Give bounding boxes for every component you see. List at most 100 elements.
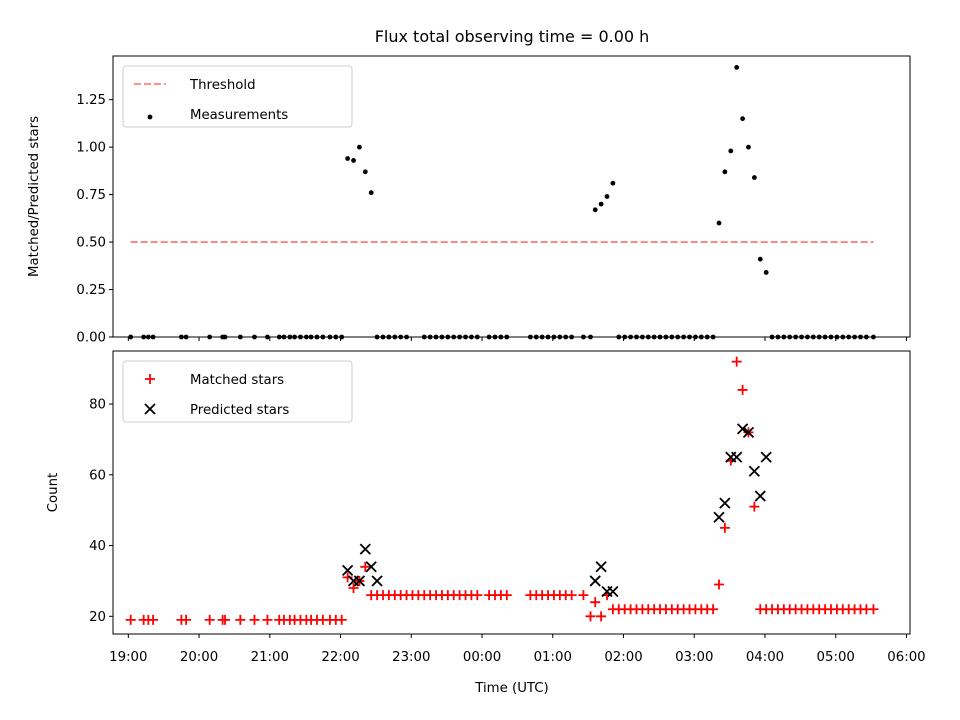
- measurement-point: [380, 334, 386, 340]
- measurement-point: [746, 144, 751, 150]
- measurement-point: [775, 334, 781, 340]
- legend-predicted-swatch: [144, 403, 156, 415]
- measurement-point: [303, 334, 309, 340]
- measurement-point: [252, 334, 257, 340]
- measurement-point: [840, 334, 846, 340]
- measurement-point: [351, 158, 356, 163]
- measurement-point: [357, 144, 362, 150]
- measurement-point: [816, 334, 822, 340]
- measurement-point: [457, 334, 463, 340]
- predicted-star-marker: [731, 451, 743, 463]
- measurement-point: [207, 334, 213, 340]
- measurement-point: [445, 334, 451, 340]
- measurement-point: [178, 334, 184, 340]
- measurement-point: [486, 334, 492, 340]
- predicted-star-marker: [742, 426, 755, 438]
- matched-star-marker: [148, 614, 159, 625]
- figure-title: Flux total observing time = 0.00 h: [375, 27, 650, 46]
- predicted-star-marker: [365, 561, 377, 573]
- matched-star-marker: [125, 614, 136, 625]
- measurement-point: [333, 334, 339, 340]
- axes-frame: [112, 55, 911, 338]
- measurement-point: [846, 334, 852, 340]
- measurement-point: [628, 334, 633, 340]
- legend-matched-swatch: [145, 374, 155, 384]
- measurement-point: [681, 334, 687, 340]
- x-tick-label: 00:00: [463, 650, 501, 665]
- bottom-panel: 20 40 60 80 19:00 20:00 21:00 22:00 23:00 00:00 01…: [46, 350, 926, 665]
- x-axis-label: Time (UTC): [474, 681, 549, 696]
- matched-star-marker: [204, 614, 215, 625]
- predicted-star-marker: [589, 575, 601, 587]
- measurement-point: [374, 334, 380, 340]
- measurement-point: [610, 180, 616, 186]
- measurement-point: [265, 334, 270, 340]
- measurement-point: [463, 334, 468, 340]
- measurement-point: [604, 194, 610, 199]
- legend-box: [122, 360, 353, 423]
- measurement-point: [704, 334, 710, 340]
- measurement-point: [492, 334, 498, 340]
- matched-star-marker: [749, 501, 760, 512]
- measurement-point: [651, 334, 657, 340]
- measurement-point: [276, 334, 282, 340]
- legend-label: Threshold: [189, 78, 256, 93]
- measurement-point: [298, 334, 303, 340]
- measurement-point: [292, 334, 297, 340]
- y-tick-label: 60: [89, 468, 106, 483]
- y-tick-label: 40: [89, 539, 106, 554]
- matched-star-marker: [360, 561, 371, 572]
- measurement-point: [834, 334, 840, 340]
- measurement-point: [498, 334, 504, 340]
- y-tick-label: 1.00: [76, 141, 106, 156]
- predicted-star-marker: [359, 543, 371, 555]
- predicted-star-marker: [754, 490, 766, 502]
- measurement-point: [327, 334, 333, 340]
- measurement-point: [581, 334, 586, 340]
- measurement-point: [639, 334, 645, 340]
- measurement-point: [687, 334, 692, 340]
- matched-star-marker: [590, 597, 601, 608]
- matched-star-marker: [719, 522, 730, 533]
- matched-star-marker: [714, 579, 725, 590]
- axes-frame: [112, 350, 911, 635]
- measurement-point: [404, 334, 409, 340]
- matched-star-marker: [220, 614, 231, 625]
- predicted-star-marker: [719, 497, 731, 509]
- measurement-point: [320, 334, 326, 340]
- y-tick-label: 20: [89, 610, 106, 625]
- top-panel: 0.00 0.25 0.50 0.75 1.00 1.25 Matched/Predicte…: [27, 55, 911, 346]
- measurement-point: [740, 116, 745, 122]
- measurement-point: [852, 334, 857, 340]
- measurement-point: [427, 334, 433, 340]
- matched-star-marker: [181, 614, 192, 625]
- measurement-point: [563, 334, 569, 340]
- measurement-point: [386, 334, 392, 340]
- matched-star-marker: [585, 611, 596, 622]
- measurement-point: [728, 148, 734, 154]
- predicted-star-marker: [341, 564, 354, 576]
- measurement-point: [308, 334, 314, 340]
- matched-star-marker: [596, 611, 607, 622]
- measurement-point: [810, 334, 816, 340]
- measurement-point: [474, 334, 480, 340]
- y-tick-label: 0.50: [76, 236, 106, 251]
- measurement-point: [557, 334, 563, 340]
- x-tick-label: 04:00: [746, 650, 784, 665]
- predicted-star-marker: [760, 451, 772, 463]
- measurement-point: [828, 334, 834, 340]
- measurement-point: [569, 334, 575, 340]
- measurement-point: [598, 201, 604, 207]
- measurement-point: [863, 334, 869, 340]
- matched-star-marker: [336, 614, 347, 625]
- x-tick-label: 19:00: [109, 650, 147, 665]
- measurement-point: [545, 334, 551, 340]
- measurement-point: [439, 334, 445, 340]
- measurement-point: [183, 334, 189, 340]
- measurement-point: [128, 334, 134, 340]
- measurement-point: [858, 334, 863, 340]
- matched-star-marker: [262, 614, 273, 625]
- x-tick-label: 21:00: [251, 650, 289, 665]
- predicted-star-marker: [736, 423, 749, 435]
